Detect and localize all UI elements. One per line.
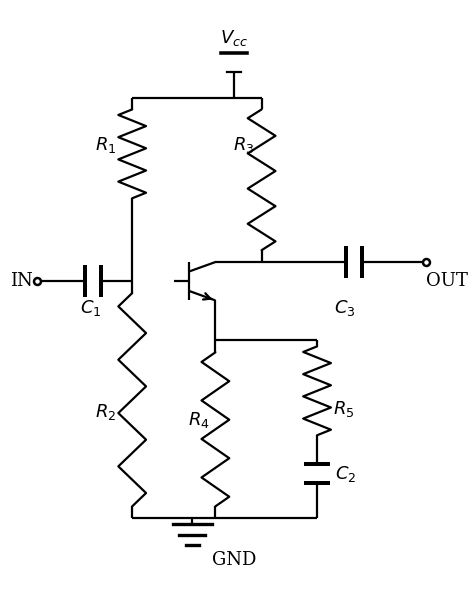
Text: $C_2$: $C_2$ <box>335 464 356 484</box>
Text: $V_{cc}$: $V_{cc}$ <box>220 28 248 48</box>
Text: IN: IN <box>10 272 33 290</box>
Text: $R_3$: $R_3$ <box>233 135 255 155</box>
Text: GND: GND <box>212 551 256 569</box>
Text: $R_4$: $R_4$ <box>188 410 210 431</box>
Text: $C_1$: $C_1$ <box>80 298 101 318</box>
Text: $R_5$: $R_5$ <box>333 399 355 419</box>
Text: $R_2$: $R_2$ <box>95 402 116 422</box>
Text: $R_1$: $R_1$ <box>95 135 116 155</box>
Text: $C_3$: $C_3$ <box>334 298 356 318</box>
Text: OUT: OUT <box>426 272 467 290</box>
